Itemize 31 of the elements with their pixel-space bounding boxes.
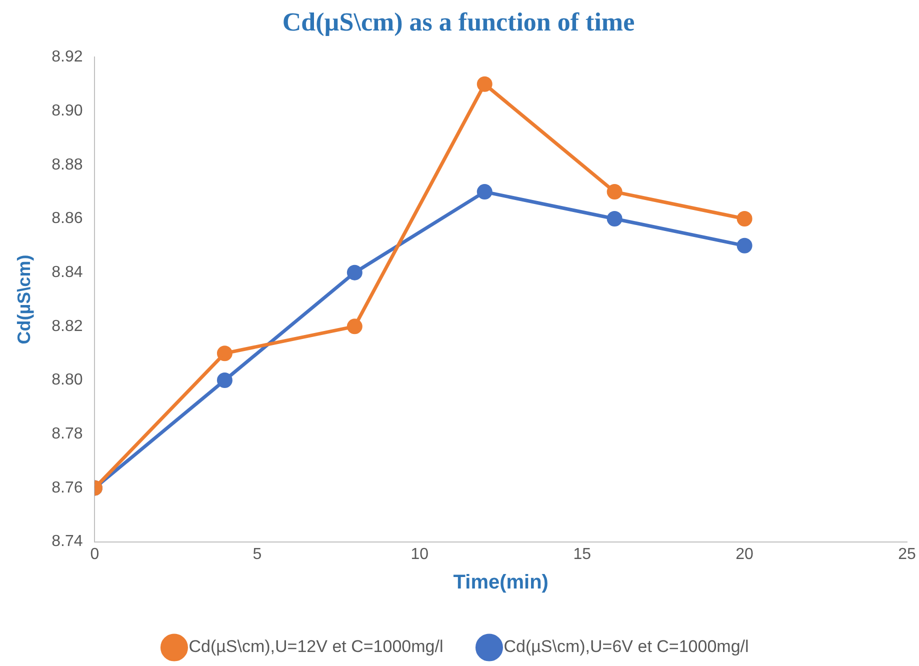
x-tick-label: 20: [736, 546, 754, 563]
x-tick-label: 5: [252, 546, 262, 563]
y-tick-label: 8.74: [52, 533, 83, 550]
y-tick-label: 8.92: [52, 48, 83, 66]
point: [476, 76, 492, 92]
point: [606, 184, 622, 200]
legend-label: Cd(µS\cm),U=6V et C=1000mg/l: [504, 637, 749, 656]
x-axis-title: Time(min): [453, 572, 548, 594]
x-tick-label: 25: [898, 546, 916, 563]
legend-label: Cd(µS\cm),U=12V et C=1000mg/l: [188, 637, 444, 656]
y-tick-label: 8.76: [52, 479, 83, 496]
point: [736, 238, 752, 254]
y-tick-label: 8.80: [52, 372, 83, 389]
chart-title: Cd(µS\cm) as a function of time: [282, 7, 635, 36]
y-tick-label: 8.90: [52, 102, 83, 120]
point: [216, 346, 232, 362]
y-tick-label: 8.86: [52, 210, 83, 228]
y-tick-label: 8.88: [52, 156, 83, 174]
y-tick-label: 8.82: [52, 318, 83, 335]
x-tick-label: 10: [410, 546, 429, 563]
point: [476, 184, 492, 200]
y-axis-title: Cd(µS\cm): [14, 254, 34, 344]
y-tick-label: 8.84: [52, 264, 83, 281]
point: [216, 372, 232, 388]
point: [606, 210, 622, 226]
x-tick-label: 15: [573, 546, 592, 563]
x-tick-label: 0: [90, 546, 100, 563]
point: [346, 264, 362, 280]
y-tick-label: 8.78: [52, 426, 83, 443]
point: [346, 318, 362, 334]
point: [736, 210, 752, 226]
